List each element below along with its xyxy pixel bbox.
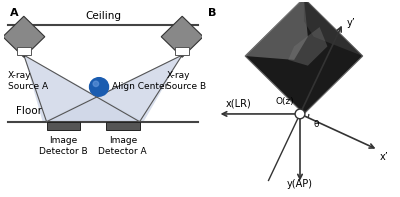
Polygon shape xyxy=(245,0,308,60)
Polygon shape xyxy=(24,55,144,122)
Circle shape xyxy=(93,81,99,86)
Text: y’: y’ xyxy=(347,18,356,28)
Polygon shape xyxy=(161,16,203,57)
Bar xyxy=(106,122,140,130)
Text: A: A xyxy=(10,8,18,18)
Text: x(LR): x(LR) xyxy=(226,98,251,108)
Text: Align Center: Align Center xyxy=(112,82,168,91)
Text: O(z): O(z) xyxy=(275,97,294,106)
Text: Floor: Floor xyxy=(16,106,42,116)
Text: x’: x’ xyxy=(380,152,389,162)
Text: B: B xyxy=(208,8,216,18)
Polygon shape xyxy=(3,16,45,57)
Text: X-ray
Source A: X-ray Source A xyxy=(8,72,48,91)
Circle shape xyxy=(90,78,108,96)
Text: X-ray
Source B: X-ray Source B xyxy=(166,72,206,91)
Text: y(AP): y(AP) xyxy=(287,179,313,189)
Polygon shape xyxy=(288,27,328,66)
Polygon shape xyxy=(304,0,363,56)
Polygon shape xyxy=(43,55,182,122)
Bar xyxy=(17,47,31,55)
Text: Ceiling: Ceiling xyxy=(85,11,121,21)
Circle shape xyxy=(295,109,305,119)
Text: Image
Detector B: Image Detector B xyxy=(39,136,88,156)
Bar xyxy=(175,47,189,55)
Text: Image
Detector A: Image Detector A xyxy=(98,136,147,156)
Bar xyxy=(46,122,80,130)
Polygon shape xyxy=(245,0,363,114)
Text: θ: θ xyxy=(314,120,319,129)
